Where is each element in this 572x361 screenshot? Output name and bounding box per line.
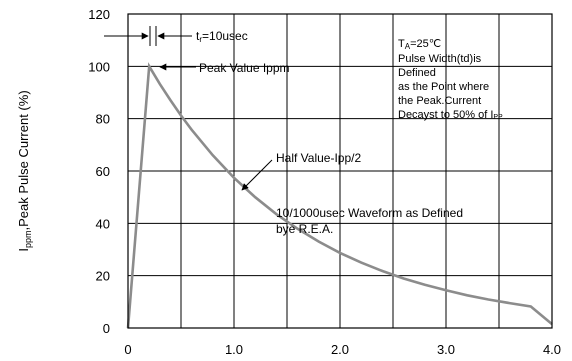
half-value-label: Half Value-Ipp/2 (276, 151, 361, 165)
note-line-5: Decayst to 50% of IPP (398, 109, 503, 121)
series-line-pulse-current (126, 62, 553, 329)
rise-time-label-sub: r (199, 35, 202, 44)
ambient-temperature-main: T (398, 38, 405, 50)
note-line-2: Defined (398, 67, 436, 79)
grid-lines (128, 14, 552, 328)
note-line-4: the Peak.Current (398, 95, 481, 107)
y-axis-label-rest: ,Peak Pulse Current (%) (16, 90, 31, 230)
note-line-1: Pulse Width(td)is (398, 53, 482, 65)
x-tick-label: 2.0 (331, 342, 349, 357)
plot-frame (127, 13, 553, 329)
ambient-temperature-sub: A (405, 42, 411, 51)
half-value-annotation: Half Value-Ipp/2 (241, 151, 361, 191)
y-axis-label-sub: ppm (23, 231, 33, 249)
rise-time-annotation: tr=10usec (104, 26, 248, 46)
y-axis-label-main: I (16, 248, 31, 252)
ambient-temperature-rest: =25℃ (410, 38, 441, 50)
peak-value-annotation: Peak Value Ippm (159, 61, 290, 75)
note-line-5-sub: PP (493, 114, 503, 121)
y-tick-label: 0 (103, 321, 110, 336)
waveform-annotation: 10/1000usec Waveform as Defined bye R.E.… (276, 206, 463, 236)
x-tick-labels: 0 1.0 2.0 3.0 4.0 (124, 342, 561, 357)
y-tick-label: 120 (88, 7, 110, 22)
y-tick-label: 20 (96, 269, 110, 284)
y-axis-label: Ippm,Peak Pulse Current (%) (16, 90, 33, 251)
note-line-5-main: Decayst to 50% of I (398, 109, 493, 121)
x-tick-label: 1.0 (225, 342, 243, 357)
y-tick-label: 40 (96, 216, 110, 231)
waveform-label-line2: bye R.E.A. (276, 222, 333, 236)
peak-value-label: Peak Value Ippm (199, 61, 290, 75)
x-tick-label: 4.0 (543, 342, 561, 357)
condition-note: TA=25℃ Pulse Width(td)is Defined as the … (398, 38, 503, 121)
rise-time-label: tr=10usec (196, 29, 248, 44)
y-tick-labels: 0 20 40 60 80 100 120 (88, 7, 110, 336)
y-tick-label: 80 (96, 112, 110, 127)
note-line-3: as the Point where (398, 81, 489, 93)
half-value-arrow (241, 159, 273, 191)
rise-time-label-rest: =10usec (202, 29, 248, 43)
y-tick-label: 100 (88, 59, 110, 74)
y-tick-label: 60 (96, 164, 110, 179)
series-layer (126, 62, 553, 329)
x-tick-label: 3.0 (437, 342, 455, 357)
ambient-temperature-label: TA=25℃ (398, 38, 441, 51)
rise-time-label-main: t (196, 29, 200, 43)
x-tick-label: 0 (124, 342, 131, 357)
waveform-label-line1: 10/1000usec Waveform as Defined (276, 206, 463, 220)
